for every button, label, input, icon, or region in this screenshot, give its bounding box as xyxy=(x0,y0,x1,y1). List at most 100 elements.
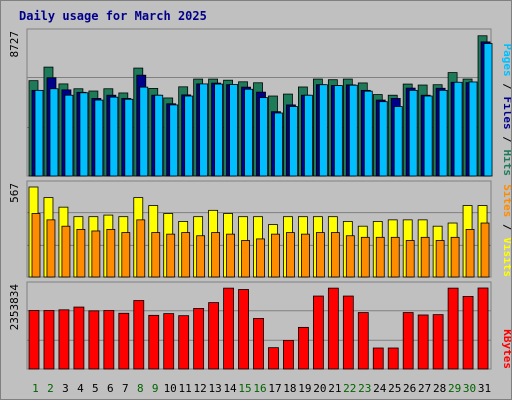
visits-axis-label-visits: Visits xyxy=(501,237,511,277)
kbytes-bar-kbytes-29 xyxy=(447,287,459,370)
day-label-30: 30 xyxy=(463,382,476,395)
visits-bar-sites-13 xyxy=(211,232,221,278)
day-labels: 1 2 3 4 5 6 7 8 9 10 11 12 13 14 15 16 17 18 19 20 21 22 23 24 2… xyxy=(32,382,491,395)
day-label-1: 1 xyxy=(32,382,39,395)
hits-bar-pages-10 xyxy=(169,104,179,177)
visits-bar-sites-17 xyxy=(271,233,280,278)
visits-bar-sites-6 xyxy=(106,228,116,278)
kbytes-bar-kbytes-19 xyxy=(298,326,309,370)
visits-bar-sites-26 xyxy=(405,240,415,278)
hits-axis-label-files: Files xyxy=(501,97,511,130)
kbytes-bar-kbytes-4 xyxy=(73,306,85,370)
kbytes-bar-kbytes-22 xyxy=(342,295,354,370)
kbytes-axis-label-kbytes: KBytes xyxy=(501,329,511,369)
day-label-9: 9 xyxy=(152,382,159,395)
hits-bar-pages-13 xyxy=(214,83,224,177)
hits-bar-pages-22 xyxy=(348,84,358,177)
day-label-29: 29 xyxy=(448,382,461,395)
visits-axis-label-sites: Sites xyxy=(501,184,511,217)
kbytes-peak-label: 2353834 xyxy=(8,284,21,331)
hits-bar-pages-16 xyxy=(259,97,268,177)
kbytes-bar-kbytes-13 xyxy=(208,302,220,370)
visits-bar-sites-8 xyxy=(136,219,146,278)
kbytes-bar-kbytes-28 xyxy=(432,314,444,370)
visits-bar-sites-9 xyxy=(151,232,161,278)
visits-bar-sites-7 xyxy=(121,232,131,278)
day-label-7: 7 xyxy=(122,382,129,395)
kbytes-bar-kbytes-8 xyxy=(133,300,145,370)
day-label-4: 4 xyxy=(77,382,84,395)
hits-bar-pages-7 xyxy=(124,98,134,177)
day-label-25: 25 xyxy=(388,382,401,395)
kbytes-bar-kbytes-20 xyxy=(312,295,324,370)
visits-bar-sites-19 xyxy=(301,233,310,278)
hits-bar-pages-8 xyxy=(139,86,149,177)
day-label-26: 26 xyxy=(403,382,416,395)
hits-bar-pages-6 xyxy=(109,96,119,177)
kbytes-bar-kbytes-10 xyxy=(163,313,175,370)
kbytes-bar-kbytes-26 xyxy=(402,312,414,370)
visits-axis-label-separator: / xyxy=(501,217,511,237)
visits-bar-sites-15 xyxy=(241,240,250,278)
day-label-17: 17 xyxy=(268,382,281,395)
day-label-15: 15 xyxy=(238,382,251,395)
visits-bar-sites-30 xyxy=(465,228,475,278)
visits-bar-sites-28 xyxy=(435,240,445,278)
hits-bar-pages-28 xyxy=(438,89,448,177)
visits-bar-sites-3 xyxy=(61,225,71,278)
hits-bar-pages-2 xyxy=(49,88,59,177)
day-label-22: 22 xyxy=(343,382,356,395)
day-label-5: 5 xyxy=(92,382,99,395)
hits-bar-pages-20 xyxy=(318,84,328,177)
day-label-16: 16 xyxy=(253,382,266,395)
kbytes-bar-kbytes-5 xyxy=(88,310,100,370)
hits-axis-label-separator: / xyxy=(501,77,511,97)
kbytes-bar-kbytes-11 xyxy=(178,315,190,370)
visits-bar-sites-16 xyxy=(256,238,265,278)
hits-bar-pages-26 xyxy=(408,89,418,177)
day-label-2: 2 xyxy=(47,382,54,395)
day-label-23: 23 xyxy=(358,382,371,395)
visits-bar-sites-18 xyxy=(286,232,295,278)
hits-axis-label-hits: Hits xyxy=(501,150,511,177)
kbytes-bar-kbytes-31 xyxy=(477,287,489,370)
visits-peak-label: 567 xyxy=(8,183,21,203)
kbytes-bar-kbytes-15 xyxy=(238,289,249,370)
visits-bar-sites-29 xyxy=(450,236,460,278)
day-label-6: 6 xyxy=(107,382,114,395)
kbytes-bar-kbytes-24 xyxy=(372,347,384,370)
day-label-3: 3 xyxy=(62,382,69,395)
visits-bar-sites-27 xyxy=(420,236,430,278)
day-label-18: 18 xyxy=(283,382,296,395)
hits-bar-pages-14 xyxy=(229,84,238,177)
hits-bar-pages-15 xyxy=(244,88,253,177)
day-label-27: 27 xyxy=(418,382,431,395)
hits-bar-pages-17 xyxy=(274,112,283,177)
day-label-11: 11 xyxy=(179,382,192,395)
hits-bar-pages-4 xyxy=(79,92,89,177)
visits-bar-sites-12 xyxy=(196,235,206,278)
kbytes-bar-kbytes-30 xyxy=(462,295,474,370)
hits-axis-label: Pages / Files / Hits xyxy=(501,44,511,177)
hits-bar-pages-21 xyxy=(333,85,343,177)
day-label-19: 19 xyxy=(298,382,311,395)
kbytes-bar-kbytes-12 xyxy=(193,308,205,370)
hits-bar-pages-31 xyxy=(483,43,493,177)
day-label-28: 28 xyxy=(433,382,446,395)
hits-bar-pages-19 xyxy=(304,94,313,177)
kbytes-bar-kbytes-17 xyxy=(268,347,279,370)
kbytes-bar-kbytes-14 xyxy=(223,287,234,370)
hits-bar-pages-1 xyxy=(34,89,44,177)
visits-bar-sites-11 xyxy=(181,232,191,278)
kbytes-bar-kbytes-7 xyxy=(118,312,130,370)
visits-bar-sites-21 xyxy=(330,232,340,278)
day-label-21: 21 xyxy=(328,382,341,395)
hits-bar-pages-25 xyxy=(393,106,403,177)
day-label-12: 12 xyxy=(194,382,207,395)
kbytes-bar-kbytes-16 xyxy=(253,318,264,370)
hits-bar-pages-5 xyxy=(94,99,104,177)
visits-bar-sites-22 xyxy=(345,235,355,278)
hits-bar-pages-27 xyxy=(423,95,433,177)
visits-bar-sites-10 xyxy=(166,233,176,278)
